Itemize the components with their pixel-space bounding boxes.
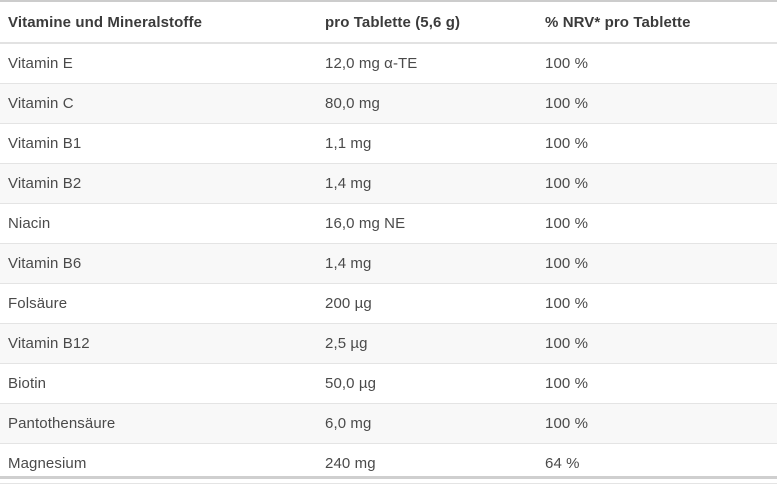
cell-nutrient-name: Vitamin E [0,43,325,84]
cell-nutrient-name: Vitamin B2 [0,163,325,204]
cell-nutrient-name: Vitamin B1 [0,123,325,164]
column-header-nutrient: Vitamine und Mineralstoffe [0,1,325,44]
table-row: Vitamin C 80,0 mg 100 % [0,83,777,124]
cell-nrv-percent: 100 % [545,163,777,204]
cell-amount-per-tablet: 16,0 mg NE [325,203,545,244]
table-row: Vitamin E 12,0 mg α-TE 100 % [0,43,777,84]
cell-nrv-percent: 100 % [545,203,777,244]
cell-amount-per-tablet: 1,4 mg [325,163,545,204]
cell-nutrient-name: Pantothensäure [0,403,325,444]
cell-nutrient-name: Vitamin B12 [0,323,325,364]
table-body: Vitamin E 12,0 mg α-TE 100 % Vitamin C 80,0 … [0,43,777,484]
table-row: Vitamin B12 2,5 µg 100 % [0,323,777,364]
cell-nrv-percent: 100 % [545,403,777,444]
cell-nrv-percent: 100 % [545,43,777,84]
cell-amount-per-tablet: 6,0 mg [325,403,545,444]
cell-nrv-percent: 100 % [545,123,777,164]
cell-nutrient-name: Vitamin C [0,83,325,124]
cell-nutrient-name: Niacin [0,203,325,244]
table-row: Vitamin B6 1,4 mg 100 % [0,243,777,284]
table-bottom-edge [0,476,777,479]
cell-amount-per-tablet: 1,1 mg [325,123,545,164]
cell-nrv-percent: 100 % [545,283,777,324]
table-row: Pantothensäure 6,0 mg 100 % [0,403,777,444]
cell-amount-per-tablet: 12,0 mg α-TE [325,43,545,84]
cell-amount-per-tablet: 1,4 mg [325,243,545,284]
cell-amount-per-tablet: 50,0 µg [325,363,545,404]
cell-nrv-percent: 100 % [545,83,777,124]
cell-nrv-percent: 100 % [545,323,777,364]
cell-nrv-percent: 100 % [545,243,777,284]
table-row: Vitamin B2 1,4 mg 100 % [0,163,777,204]
cell-nrv-percent: 100 % [545,363,777,404]
cell-amount-per-tablet: 200 µg [325,283,545,324]
header-row: Vitamine und Mineralstoffe pro Tablette … [0,1,777,44]
cell-amount-per-tablet: 80,0 mg [325,83,545,124]
cell-nutrient-name: Folsäure [0,283,325,324]
table-row: Niacin 16,0 mg NE 100 % [0,203,777,244]
cell-nutrient-name: Vitamin B6 [0,243,325,284]
table-row: Vitamin B1 1,1 mg 100 % [0,123,777,164]
table-row: Folsäure 200 µg 100 % [0,283,777,324]
column-header-nrv-percent: % NRV* pro Tablette [545,1,777,44]
cell-amount-per-tablet: 2,5 µg [325,323,545,364]
column-header-amount-per-tablet: pro Tablette (5,6 g) [325,1,545,44]
cell-nutrient-name: Biotin [0,363,325,404]
table-row: Biotin 50,0 µg 100 % [0,363,777,404]
